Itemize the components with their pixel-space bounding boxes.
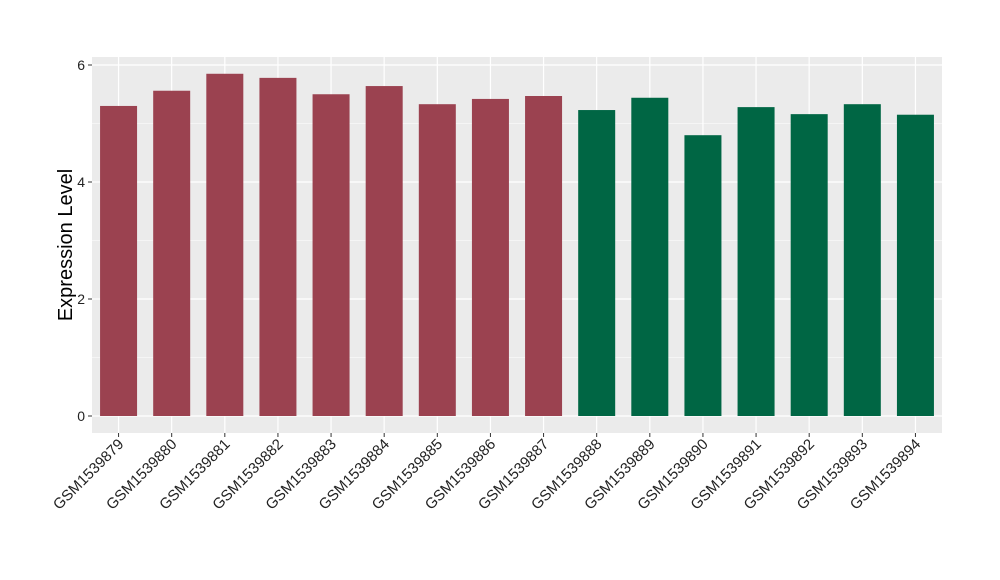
bar <box>259 77 297 417</box>
bar <box>471 98 509 417</box>
bar <box>578 110 616 417</box>
bar <box>418 104 456 416</box>
bar <box>631 97 669 416</box>
bar <box>365 86 403 416</box>
bar <box>843 104 881 416</box>
bar <box>100 105 138 416</box>
bar <box>153 90 191 417</box>
y-axis-label: Expression Level <box>55 169 77 321</box>
bar <box>737 107 775 417</box>
y-tick-label: 2 <box>77 291 85 307</box>
bar <box>312 94 350 416</box>
bar <box>206 73 244 417</box>
bar <box>525 96 563 416</box>
y-tick-label: 0 <box>77 408 85 424</box>
bar <box>684 135 722 416</box>
y-tick-label: 4 <box>77 174 85 190</box>
bar <box>790 114 828 416</box>
bar <box>896 114 934 416</box>
y-tick-label: 6 <box>77 57 85 73</box>
